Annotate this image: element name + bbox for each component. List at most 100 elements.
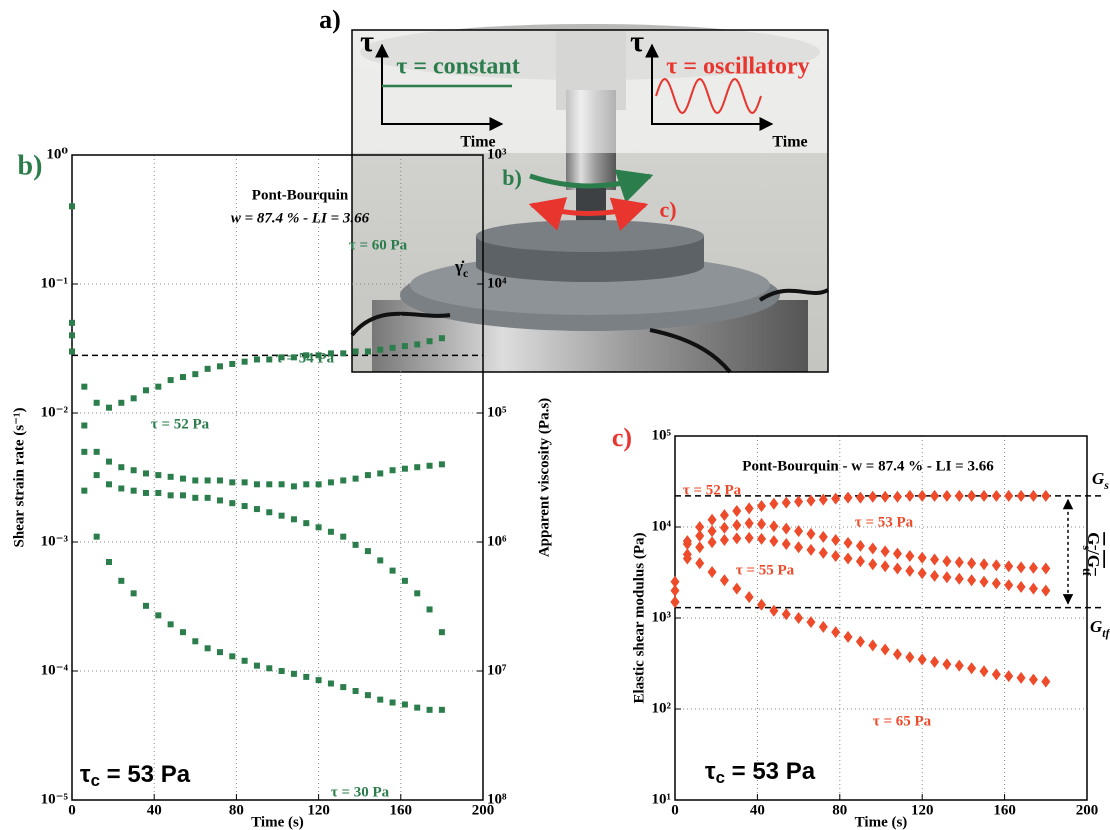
data-point [744,531,754,544]
data-point [719,509,729,522]
data-point [1041,675,1051,688]
tspan: tf [1102,626,1110,640]
data-point [1028,582,1038,595]
data-point [707,525,717,538]
tspan: = 53 Pa [725,758,816,785]
data-point [69,332,75,339]
data-point [303,352,310,359]
data-point [769,520,779,533]
x-tick-label: 160 [993,802,1016,818]
series-label: τ = 53 Pa [855,514,914,530]
data-point [1041,562,1051,575]
data-point [327,479,334,486]
disc-top [476,220,704,252]
data-point [352,475,359,482]
data-point [69,348,75,355]
data-point [917,653,927,666]
data-point [192,371,199,378]
data-point [401,465,408,472]
y2-tick-label: 10⁶ [487,533,507,549]
data-point [377,346,384,353]
data-point [303,520,310,527]
x-tick-label: 40 [147,802,162,818]
data-point [917,551,927,564]
x-axis-title: Time (s) [251,814,304,830]
data-point [105,481,112,488]
data-point [204,477,211,484]
data-point [1016,561,1026,574]
tspan: = 53 Pa [100,761,191,788]
oscillation-curve [655,77,762,115]
y-axis-title: Elastic shear modulus (Pa) [631,533,647,704]
arrow-b [529,169,654,203]
y-tick-label: 10⁻⁵ [41,791,69,807]
data-point [930,489,940,502]
data-point [142,602,149,609]
data-point [340,533,347,540]
x-tick-label: 80 [229,802,244,818]
data-point [401,577,408,584]
axis-symbol: τ [630,25,644,58]
y-tick-label: 10⁵ [652,427,672,443]
data-point [806,527,816,540]
data-point [167,473,174,480]
data-point [426,338,433,345]
data-point [892,547,902,560]
data-point [744,517,754,530]
data-point [179,492,186,499]
data-point [241,657,248,664]
data-point [315,481,322,488]
data-point [855,635,865,648]
data-point [868,542,878,555]
data-point [142,470,149,477]
data-point [905,550,915,563]
y-axis-title: Shear strain rate (s⁻¹) [11,407,27,547]
data-point [364,548,371,555]
data-point [757,598,767,611]
data-point [438,706,445,713]
data-point [954,489,964,502]
data-point [818,546,828,559]
data-point [241,503,248,510]
data-point [831,533,841,546]
series-label: τ = 52 Pa [151,416,210,432]
y-tick-label: 10⁻² [41,404,69,420]
data-point [253,662,260,669]
tspan: s [1080,545,1094,550]
x-tick-label: 120 [911,802,934,818]
y-tick-label: 10⁻⁴ [41,662,69,678]
tspan: s [1103,478,1109,492]
data-point [167,377,174,384]
tspan: τ [705,758,716,785]
data-point [942,555,952,568]
data-point [967,574,977,587]
inset-label: τ = oscillatory [666,54,809,80]
data-point [979,575,989,588]
data-point [892,562,902,575]
data-point [253,481,260,488]
data-point [781,522,791,535]
data-point [695,557,705,570]
data-point [414,341,421,348]
data-point [670,595,680,608]
data-point [1028,489,1038,502]
data-point [105,458,112,465]
x-tick-label: 40 [750,802,765,818]
chart: 0 40 80 120 160 200 10⁻⁵ 10⁻⁴ 10⁻³ 10⁻² 10⁻¹ 10⁰ 10⁸… [11,146,552,830]
y2-tick-label: 10³ [487,146,507,162]
data-point [179,475,186,482]
data-point [905,651,915,664]
data-point [414,464,421,471]
data-point [389,699,396,706]
data-point [93,533,100,540]
panel-label: a) [319,5,341,34]
data-point [167,492,174,499]
tspan: G [1092,469,1105,488]
data-point [69,319,75,326]
cable [350,288,829,374]
data-point [438,335,445,342]
data-point [290,483,297,490]
data-point [1004,489,1014,502]
data-point [942,489,952,502]
